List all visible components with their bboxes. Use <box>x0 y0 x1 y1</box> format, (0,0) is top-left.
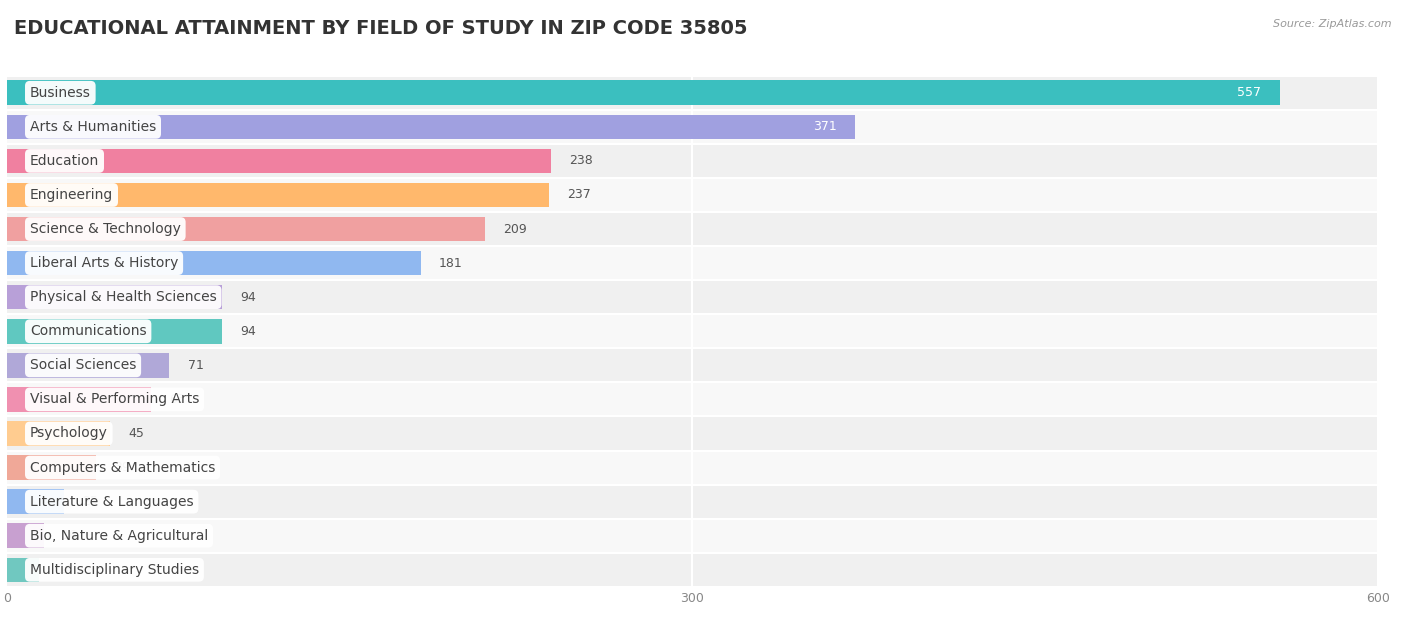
Text: 238: 238 <box>569 155 593 167</box>
Bar <box>7 422 110 445</box>
Text: 25: 25 <box>83 495 98 508</box>
Bar <box>7 387 150 411</box>
Bar <box>7 178 1378 212</box>
Text: Communications: Communications <box>30 324 146 338</box>
Text: 209: 209 <box>503 223 527 235</box>
Text: Multidisciplinary Studies: Multidisciplinary Studies <box>30 563 200 577</box>
Text: 45: 45 <box>128 427 143 440</box>
Bar <box>7 314 1378 348</box>
Text: 63: 63 <box>169 393 186 406</box>
Bar <box>7 280 1378 314</box>
Text: Science & Technology: Science & Technology <box>30 222 181 236</box>
Text: 39: 39 <box>114 461 131 474</box>
Text: Education: Education <box>30 154 100 168</box>
Bar <box>7 519 1378 553</box>
Bar <box>7 115 855 139</box>
Text: EDUCATIONAL ATTAINMENT BY FIELD OF STUDY IN ZIP CODE 35805: EDUCATIONAL ATTAINMENT BY FIELD OF STUDY… <box>14 19 748 38</box>
Text: Source: ZipAtlas.com: Source: ZipAtlas.com <box>1274 19 1392 29</box>
Text: Physical & Health Sciences: Physical & Health Sciences <box>30 290 217 304</box>
Bar <box>7 183 548 207</box>
Bar <box>7 553 1378 587</box>
Bar <box>7 382 1378 416</box>
Text: Visual & Performing Arts: Visual & Performing Arts <box>30 392 200 406</box>
Text: 557: 557 <box>1237 86 1261 99</box>
Bar <box>7 348 1378 382</box>
Text: 71: 71 <box>187 359 204 372</box>
Text: 94: 94 <box>240 325 256 338</box>
Text: Psychology: Psychology <box>30 427 108 440</box>
Text: Literature & Languages: Literature & Languages <box>30 495 194 509</box>
Bar <box>7 212 1378 246</box>
Text: Liberal Arts & History: Liberal Arts & History <box>30 256 179 270</box>
Text: Engineering: Engineering <box>30 188 112 202</box>
Text: 14: 14 <box>58 563 73 576</box>
Text: Social Sciences: Social Sciences <box>30 358 136 372</box>
Text: Bio, Nature & Agricultural: Bio, Nature & Agricultural <box>30 529 208 543</box>
Bar <box>7 451 1378 485</box>
Text: 371: 371 <box>813 121 837 133</box>
Bar <box>7 558 39 582</box>
Text: Computers & Mathematics: Computers & Mathematics <box>30 461 215 475</box>
Bar <box>7 110 1378 144</box>
Bar <box>7 285 222 309</box>
Bar <box>7 76 1378 110</box>
Bar <box>7 319 222 343</box>
Bar <box>7 251 420 275</box>
Bar <box>7 490 65 514</box>
Bar <box>7 524 44 548</box>
Text: Business: Business <box>30 86 91 100</box>
Bar <box>7 149 551 173</box>
Text: 237: 237 <box>567 189 591 201</box>
Bar <box>7 144 1378 178</box>
Bar <box>7 353 169 377</box>
Text: 181: 181 <box>439 257 463 269</box>
Text: 16: 16 <box>62 529 77 542</box>
Bar <box>7 246 1378 280</box>
Bar <box>7 81 1279 105</box>
Text: Arts & Humanities: Arts & Humanities <box>30 120 156 134</box>
Bar <box>7 485 1378 519</box>
Bar <box>7 217 485 241</box>
Bar <box>7 456 96 480</box>
Text: 94: 94 <box>240 291 256 304</box>
Bar <box>7 416 1378 451</box>
